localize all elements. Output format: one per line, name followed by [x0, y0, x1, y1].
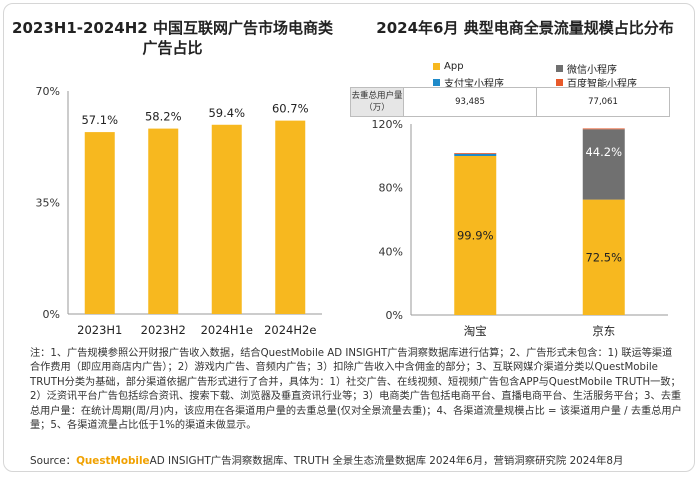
table-row: 去重总用户量（万） 93,485 77,061 — [350, 87, 670, 117]
chart-frame — [3, 3, 695, 472]
right-bar-segment — [454, 155, 497, 315]
right-value-label: 72.5% — [585, 250, 622, 264]
left-bar-chart: 0% 35% 70% 57.1% 2023H1 58.2% 2023H2 59.4% 2024H… — [36, 85, 322, 337]
left-x-tick-label: 2023H2 — [141, 323, 186, 337]
right-chart-title: 2024年6月 典型电商全景流量规模占比分布 — [376, 19, 674, 37]
source-brand: QuestMobile — [76, 455, 150, 467]
legend-swatch-app — [433, 63, 440, 70]
right-bar-segment — [454, 153, 497, 156]
left-y-tick-label: 0% — [43, 308, 60, 321]
left-bar — [211, 124, 242, 314]
left-bar-value-label: 59.4% — [208, 106, 245, 120]
right-value-label: 99.9% — [457, 228, 494, 242]
legend-label-baidu: 百度智能小程序 — [567, 79, 637, 90]
right-bar-segment — [454, 153, 497, 154]
source-rest: AD INSIGHT广告洞察数据库、TRUTH 全景生态流量数据库 2024年6… — [149, 455, 624, 467]
right-bar-segment — [582, 128, 625, 130]
source-prefix: Source： — [30, 455, 77, 467]
right-value-label: 44.2% — [585, 145, 622, 159]
right-x-tick-label: 淘宝 — [464, 324, 487, 338]
left-bar — [148, 128, 179, 314]
left-bar-value-label: 60.7% — [272, 102, 309, 116]
left-chart-title: 2023H1-2024H2 中国互联网广告市场电商类广告占比 — [12, 19, 333, 57]
legend-label-app: App — [444, 61, 464, 72]
right-stacked-chart: 0% 40% 80% 120% 淘宝 京东 99.9% 72.5% 44.2% — [372, 118, 668, 338]
source-line: Source：QuestMobileAD INSIGHT广告洞察数据库、TRUT… — [30, 452, 690, 467]
legend-swatch-alipay — [433, 79, 440, 86]
right-x-tick-label: 京东 — [592, 324, 615, 338]
left-x-tick-label: 2023H1 — [77, 323, 122, 337]
right-y-tick-label: 40% — [379, 245, 403, 258]
right-y-tick-label: 0% — [386, 309, 403, 322]
left-x-tick-label: 2024H2e — [264, 323, 316, 337]
user-count-table: 去重总用户量（万） 93,485 77,061 — [350, 87, 670, 117]
legend-swatch-baidu — [556, 79, 563, 86]
right-y-tick-label: 80% — [379, 182, 403, 195]
left-y-tick-label: 70% — [36, 85, 60, 98]
legend-item-baidu: 百度智能小程序 — [556, 75, 637, 90]
table-cell-jd: 77,061 — [536, 87, 670, 117]
legend-label-wechat: 微信小程序 — [567, 65, 617, 76]
legend-item-app: App — [433, 61, 464, 72]
legend-item-alipay: 支付宝小程序 — [433, 75, 504, 90]
left-y-tick-label: 35% — [36, 197, 60, 210]
footnote: 注：1、广告规模参照公开财报广告收入数据，结合QuestMobile AD IN… — [30, 348, 682, 432]
right-bar-segment — [582, 199, 625, 315]
legend-label-alipay: 支付宝小程序 — [444, 79, 504, 90]
legend-swatch-wechat — [556, 65, 563, 72]
left-x-tick-label: 2024H1e — [201, 323, 253, 337]
right-y-tick-label: 120% — [372, 118, 403, 131]
left-bar-value-label: 58.2% — [145, 110, 182, 124]
right-bar-segment — [582, 129, 625, 200]
left-bar-value-label: 57.1% — [81, 113, 118, 127]
legend-item-wechat: 微信小程序 — [556, 61, 617, 76]
left-bar — [84, 132, 115, 314]
left-bar — [275, 120, 306, 315]
